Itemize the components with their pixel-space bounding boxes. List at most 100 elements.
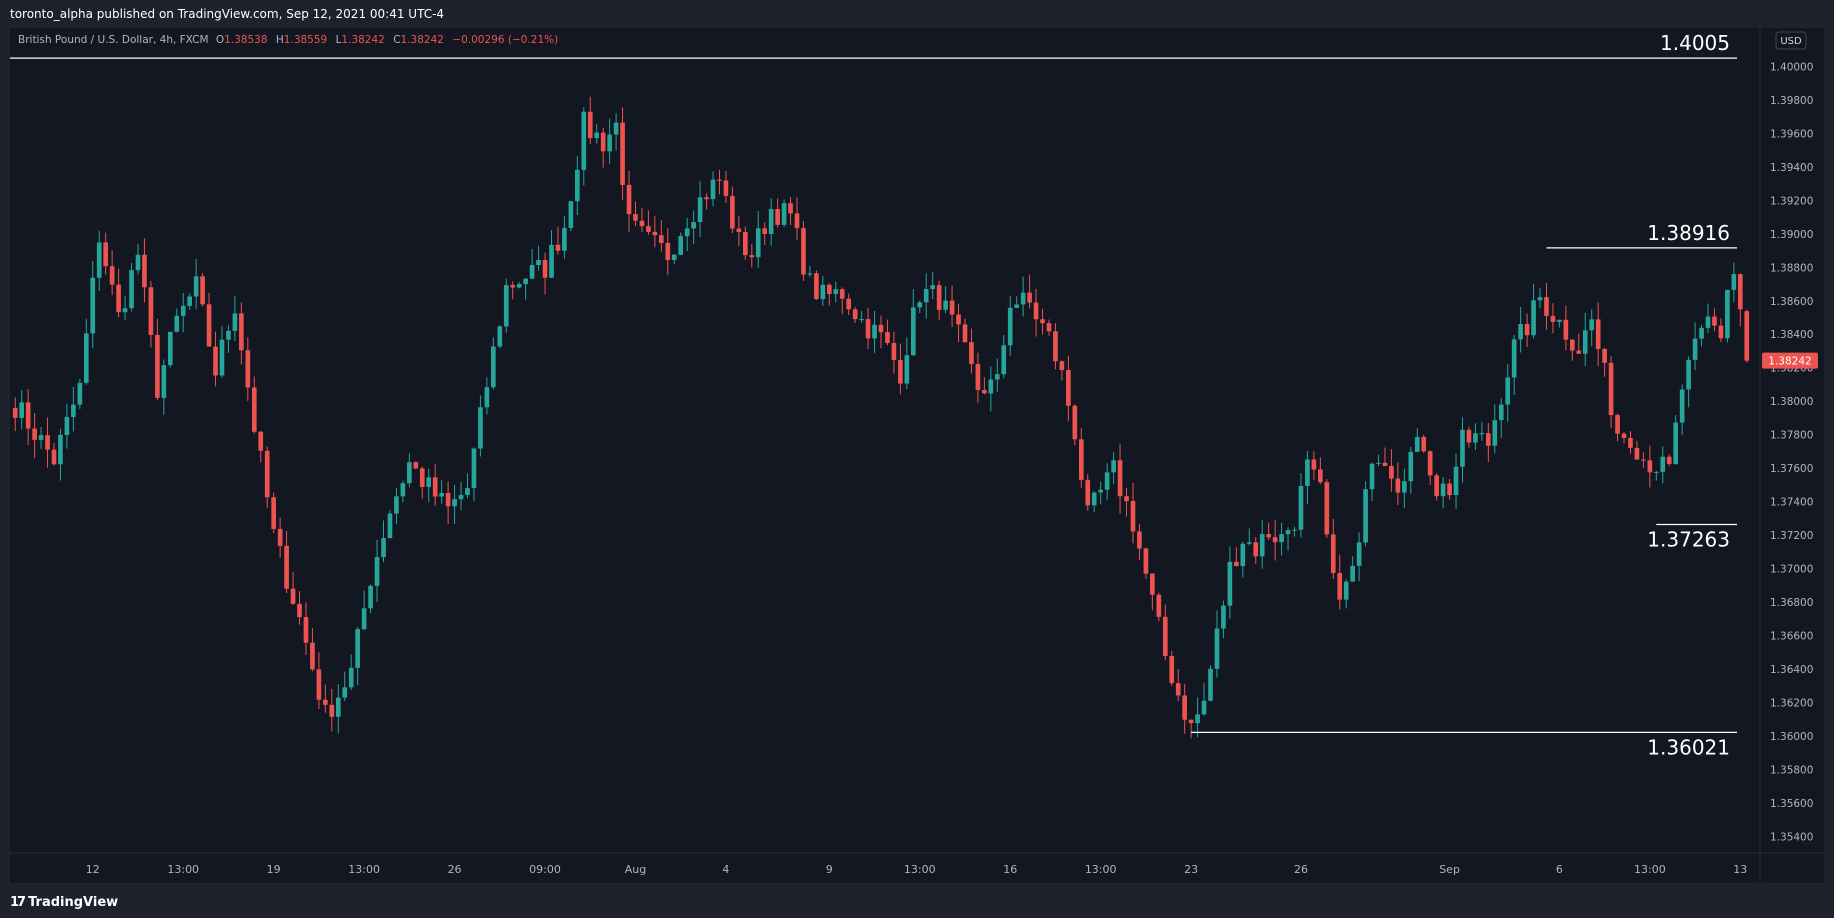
y-axis-ticks[interactable]: 1.35400 1.35600 1.35800 1.36000 1.36200 1.364… — [1770, 61, 1813, 843]
currency-button[interactable]: USD — [1775, 31, 1807, 50]
candle-body — [587, 111, 593, 139]
y-tick-label: 1.39600 — [1770, 128, 1813, 140]
y-tick-label: 1.39000 — [1770, 229, 1813, 241]
candle-body — [749, 255, 755, 258]
candle-body — [1266, 534, 1271, 538]
candle-body — [859, 319, 864, 321]
y-tick-label: 1.38400 — [1770, 329, 1813, 341]
candle-body — [555, 244, 561, 251]
candle-body — [303, 617, 309, 643]
candle-body — [1673, 422, 1679, 465]
ohlc-l-label: L — [336, 34, 342, 46]
candle-body — [103, 242, 109, 267]
candle-body — [542, 259, 548, 278]
candle-body — [1679, 389, 1685, 423]
x-tick-label: 23 — [1184, 863, 1198, 876]
candle-body — [1188, 719, 1194, 724]
candle-body — [155, 334, 160, 398]
candle-body — [1221, 605, 1226, 629]
candle-body — [200, 276, 205, 305]
candle-body — [387, 513, 393, 539]
candle-body — [1486, 433, 1491, 446]
candle-body — [355, 629, 360, 668]
candle-body — [1356, 542, 1362, 566]
candle-body — [407, 462, 412, 484]
candle-body — [1285, 530, 1291, 535]
x-tick-label: 13:00 — [1085, 863, 1117, 876]
candle-body — [1201, 700, 1207, 715]
candle-body — [678, 236, 684, 255]
candle-body — [213, 346, 218, 376]
ohlc-change: −0.00296 (−0.21%) — [452, 34, 558, 46]
candle-body — [639, 220, 645, 227]
candle-body — [620, 122, 625, 185]
y-tick-label: 1.36200 — [1770, 697, 1813, 709]
candle-body — [1053, 331, 1058, 362]
candle-body — [1117, 460, 1123, 497]
candle-body — [1020, 292, 1026, 305]
candle-body — [516, 284, 522, 288]
candle-body — [361, 608, 367, 630]
candle-body — [193, 276, 199, 297]
candle-body — [491, 346, 496, 388]
candle-body — [1453, 466, 1459, 496]
candle-body — [277, 528, 283, 546]
candle-body — [878, 324, 884, 333]
y-tick-label: 1.37800 — [1770, 430, 1813, 442]
candle-body — [271, 497, 276, 529]
candle-body — [1214, 628, 1220, 669]
x-axis-ticks[interactable]: 12 13:00 19 13:00 26 09:00 Aug 4 9 13:00 16 13:00 23… — [86, 863, 1748, 876]
candle-body — [251, 387, 257, 432]
candle-body — [1272, 537, 1278, 543]
candle-body — [1524, 324, 1530, 336]
candle-body — [1363, 489, 1368, 543]
chart-area[interactable]: 1.4005 1.38916 1.37263 1.36021 1.35400 1.356… — [10, 28, 1824, 883]
candle-body — [956, 314, 961, 325]
candle-body — [1537, 297, 1543, 301]
candle-body — [962, 324, 968, 343]
candle-body — [865, 319, 871, 339]
price-chart[interactable]: 1.4005 1.38916 1.37263 1.36021 1.35400 1.356… — [10, 28, 1824, 883]
candle-body — [814, 273, 819, 300]
candle-body — [167, 331, 173, 366]
publish-info: toronto_alpha published on TradingView.c… — [10, 7, 445, 21]
candle-body — [936, 285, 942, 310]
candle-body — [219, 339, 225, 376]
candle-body — [659, 235, 664, 244]
x-tick-label: 13:00 — [167, 863, 199, 876]
candle-body — [439, 492, 444, 497]
candle-body — [426, 477, 432, 487]
candle-body — [45, 435, 50, 450]
candle-body — [697, 197, 703, 223]
price-levels[interactable]: 1.4005 1.38916 1.37263 1.36021 — [10, 31, 1737, 759]
y-tick-label: 1.36000 — [1770, 731, 1813, 743]
y-tick-label: 1.38600 — [1770, 296, 1813, 308]
candle-body — [122, 308, 128, 313]
candle-body — [1124, 496, 1129, 502]
candle-body — [1660, 456, 1666, 472]
candle-body — [529, 264, 535, 279]
candle-body — [1686, 359, 1691, 390]
candle-body — [497, 326, 503, 347]
candle-body — [1725, 289, 1730, 339]
x-tick-label: 13:00 — [348, 863, 380, 876]
candle-body — [536, 259, 541, 265]
candle-body — [1531, 300, 1536, 336]
candle-body — [717, 179, 722, 181]
candle-body — [478, 407, 483, 449]
candle-body — [1563, 319, 1569, 340]
candle-body — [1259, 534, 1265, 557]
candle-body — [297, 603, 302, 618]
candle-body — [1615, 415, 1620, 434]
candle-body — [1628, 437, 1633, 448]
candle-body — [626, 184, 632, 215]
candle-body — [1408, 451, 1414, 482]
candle-body — [691, 222, 696, 229]
candle-body — [523, 278, 528, 285]
candle-body — [723, 180, 729, 196]
tradingview-logo[interactable]: 17 TradingView — [10, 895, 118, 910]
ohlc-o-label: O — [216, 34, 224, 46]
y-tick-label: 1.37000 — [1770, 564, 1813, 576]
footer: 17 TradingView — [0, 888, 1834, 918]
candle-body — [19, 402, 25, 418]
